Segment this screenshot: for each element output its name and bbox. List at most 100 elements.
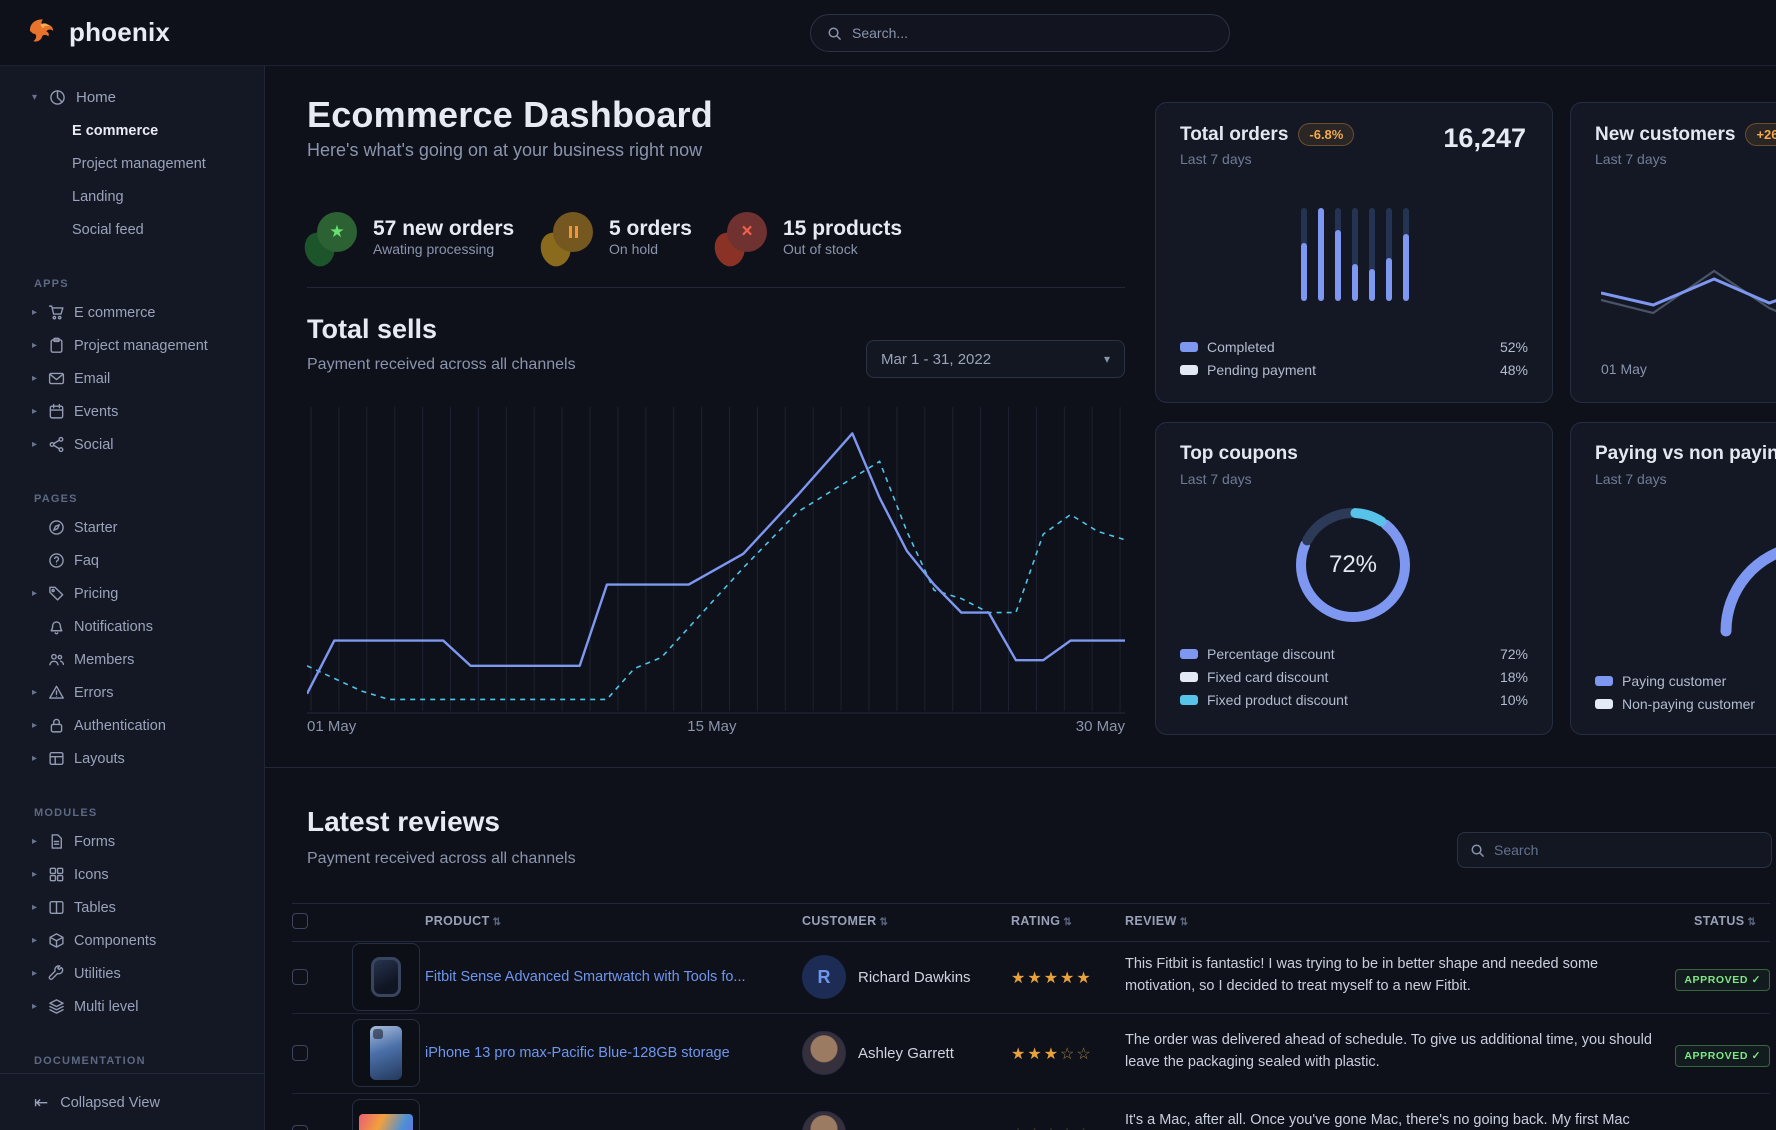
sidebar-item-label: E commerce: [72, 122, 159, 139]
product-thumbnail[interactable]: [352, 1099, 420, 1130]
sidebar-item-forms[interactable]: ▸ Forms: [0, 825, 264, 858]
product-link[interactable]: iPhone 13 pro max-Pacific Blue-128GB sto…: [425, 1045, 730, 1061]
table-border: [292, 1013, 1770, 1014]
file-lines-icon: [51, 834, 62, 849]
sidebar-item-faq[interactable]: Faq: [0, 544, 264, 577]
x-icon: ×: [727, 212, 767, 252]
sidebar-item-label: Landing: [72, 188, 124, 205]
avatar[interactable]: R: [802, 955, 846, 999]
sidebar-item-tables[interactable]: ▸ Tables: [0, 891, 264, 924]
collapsed-view-toggle[interactable]: ⇤ Collapsed View: [0, 1086, 264, 1120]
legend-swatch: [1180, 342, 1198, 352]
reviews-search-input[interactable]: [1494, 842, 1759, 858]
sidebar-item-landing[interactable]: Landing: [0, 180, 264, 213]
column-header-product[interactable]: PRODUCT ⇅: [425, 914, 502, 928]
total-sells-title: Total sells: [307, 314, 438, 344]
envelope-icon: [48, 372, 65, 385]
stat-caption: Out of stock: [783, 241, 858, 258]
sidebar-item-multi-level[interactable]: ▸ Multi level: [0, 990, 264, 1023]
legend-row: Percentage discount 72%: [1180, 646, 1528, 662]
sort-icon: ⇅: [492, 917, 502, 928]
sidebar-item-label: Starter: [74, 519, 118, 536]
sidebar-item-events[interactable]: ▸ Events: [0, 395, 264, 428]
stat-caption: On hold: [609, 241, 659, 258]
sidebar-item-label: Multi level: [74, 998, 139, 1015]
caret-right-icon: ▸: [31, 439, 38, 450]
sidebar-item-label: Layouts: [74, 750, 125, 767]
sidebar-item-utilities[interactable]: ▸ Utilities: [0, 957, 264, 990]
sidebar-item-icons[interactable]: ▸ Icons: [0, 858, 264, 891]
date-range-select[interactable]: Mar 1 - 31, 2022 ▾: [866, 340, 1125, 378]
sidebar-item-email[interactable]: ▸ Email: [0, 362, 264, 395]
sidebar-item-project-management[interactable]: ▸ Project management: [0, 329, 264, 362]
legend-label: Non-paying customer: [1622, 696, 1756, 712]
global-search[interactable]: [810, 14, 1230, 52]
tag-icon: [49, 586, 64, 601]
donut-center-value: 72%: [1328, 551, 1378, 578]
new-orders-icon: ★: [299, 212, 357, 271]
search-icon: [1471, 844, 1484, 857]
column-header-rating[interactable]: RATING ⇅: [1011, 914, 1073, 928]
sidebar-item-social[interactable]: ▸ Social: [0, 428, 264, 461]
page-title: Ecommerce Dashboard: [307, 94, 713, 135]
legend-swatch: [1180, 695, 1198, 705]
rating-stars: ★★★★★: [1011, 970, 1093, 987]
status-badge: APPROVED ✓: [1675, 1045, 1770, 1067]
sidebar-item-social-feed[interactable]: Social feed: [0, 213, 264, 246]
sidebar-item-label: Components: [74, 932, 157, 949]
stat-orders-on-hold: 5 orders On hold: [535, 212, 692, 271]
avatar[interactable]: [802, 1031, 846, 1075]
select-all-checkbox[interactable]: [292, 913, 308, 929]
sidebar-item-components[interactable]: ▸ Components: [0, 924, 264, 957]
review-text: It's a Mac, after all. Once you've gone …: [1125, 1112, 1630, 1128]
avatar[interactable]: [802, 1111, 846, 1130]
sidebar-item-layouts[interactable]: ▸ Layouts: [0, 742, 264, 775]
caret-right-icon: ▸: [31, 869, 38, 880]
latest-reviews-subtitle: Payment received across all channels: [307, 850, 576, 867]
column-header-customer[interactable]: CUSTOMER ⇅: [802, 914, 889, 928]
row-checkbox[interactable]: [292, 969, 308, 985]
sidebar-section-pages: PAGES: [34, 493, 78, 505]
global-search-input[interactable]: [852, 25, 1213, 41]
column-header-status[interactable]: STATUS ⇅: [1694, 914, 1757, 928]
caret-right-icon: ▸: [31, 1001, 38, 1012]
card-title: Paying vs non paying: [1595, 443, 1776, 464]
sidebar-item-e-commerce-dashboard[interactable]: E commerce: [0, 114, 264, 147]
sidebar-item-ecommerce[interactable]: ▸ E commerce: [0, 296, 264, 329]
sidebar-item-starter[interactable]: Starter: [0, 511, 264, 544]
caret-right-icon: ▸: [31, 340, 38, 351]
sidebar-item-authentication[interactable]: ▸ Authentication: [0, 709, 264, 742]
row-checkbox[interactable]: [292, 1045, 308, 1061]
paying-gauge-chart: [1720, 547, 1776, 637]
rating-stars: ☆☆☆☆☆: [1011, 1124, 1093, 1130]
change-badge: +26.5%: [1745, 123, 1776, 146]
card-title: New customers: [1595, 123, 1736, 145]
sidebar-item-home[interactable]: ▾ Home: [0, 80, 264, 114]
sidebar-item-errors[interactable]: ▸ Errors: [0, 676, 264, 709]
row-checkbox[interactable]: [292, 1125, 308, 1130]
latest-reviews-title: Latest reviews: [307, 806, 500, 837]
layout-icon: [49, 751, 64, 766]
date-range-value: Mar 1 - 31, 2022: [881, 350, 992, 368]
sidebar-item-project-management-dashboard[interactable]: Project management: [0, 147, 264, 180]
product-thumbnail[interactable]: [352, 943, 420, 1011]
sort-icon: ⇅: [1179, 917, 1189, 928]
review-text: The order was delivered ahead of schedul…: [1125, 1032, 1652, 1070]
sidebar-item-pricing[interactable]: ▸ Pricing: [0, 577, 264, 610]
caret-right-icon: ▸: [31, 968, 38, 979]
sidebar-item-members[interactable]: Members: [0, 643, 264, 676]
change-badge: -6.8%: [1298, 123, 1355, 146]
customer-name: Richard Dawkins: [858, 969, 971, 986]
brand-logo[interactable]: phoenix: [26, 16, 170, 49]
layers-icon: [49, 999, 64, 1014]
reviews-search[interactable]: [1457, 832, 1772, 868]
product-thumbnail[interactable]: [352, 1019, 420, 1087]
sidebar-item-notifications[interactable]: Notifications: [0, 610, 264, 643]
current-period-line: [307, 432, 1125, 695]
chevron-down-icon: ▾: [1103, 352, 1110, 366]
warning-triangle-icon: [49, 685, 64, 699]
cart-icon: [48, 305, 64, 320]
product-link[interactable]: Fitbit Sense Advanced Smartwatch with To…: [425, 969, 746, 985]
column-header-review[interactable]: REVIEW ⇅: [1125, 914, 1189, 928]
caret-right-icon: ▸: [31, 406, 38, 417]
